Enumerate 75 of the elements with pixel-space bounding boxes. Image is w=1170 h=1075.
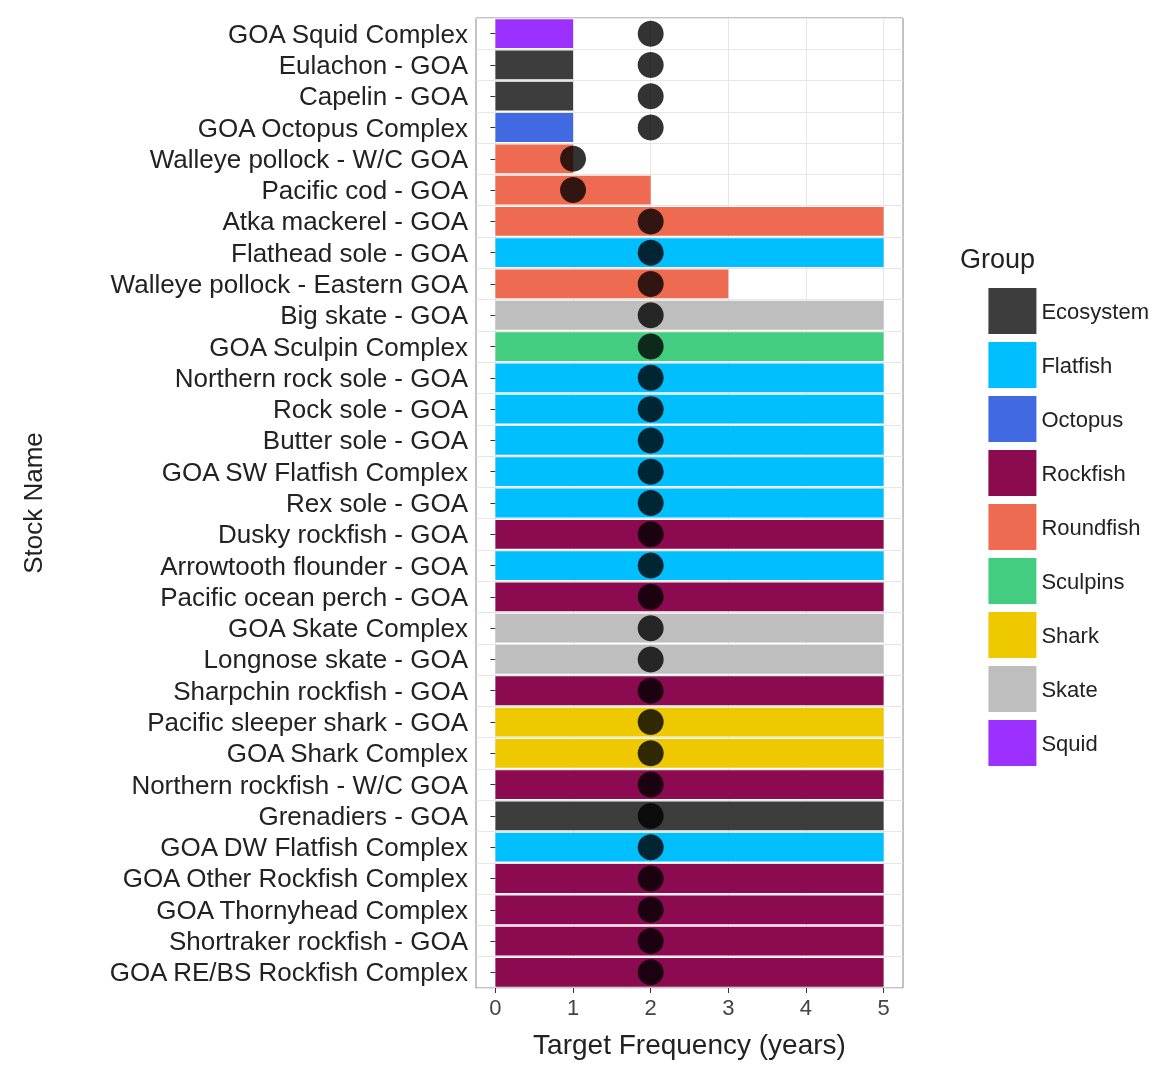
y-tick-label: Pacific cod - GOA xyxy=(261,175,469,206)
y-tick-label: Walleye pollock - W/C GOA xyxy=(149,143,469,174)
x-axis-title: Target Frequency (years) xyxy=(533,1028,846,1060)
y-tick-label: Shortraker rockfish - GOA xyxy=(168,926,469,957)
y-tick-label: GOA Shark Complex xyxy=(226,738,468,769)
y-tick-label: Butter sole - GOA xyxy=(262,425,469,456)
bar xyxy=(495,457,884,487)
y-tick-label: Atka mackerel - GOA xyxy=(222,206,469,237)
y-tick-label: Walleye pollock - Eastern GOA xyxy=(110,268,469,299)
bar xyxy=(495,19,574,49)
y-tick-label: GOA Octopus Complex xyxy=(197,112,468,143)
bar xyxy=(495,707,884,737)
x-tick-label: 5 xyxy=(877,994,890,1020)
y-tick-label: Pacific ocean perch - GOA xyxy=(160,581,469,612)
bar xyxy=(495,332,884,361)
legend-label: Ecosystem xyxy=(1041,298,1150,324)
legend-label: Flatfish xyxy=(1041,352,1113,378)
legend-label: Shark xyxy=(1041,622,1100,648)
y-tick-label: GOA Other Rockfish Complex xyxy=(122,863,468,894)
y-axis-title: Stock Name xyxy=(18,432,48,574)
y-tick-label: GOA Squid Complex xyxy=(228,18,468,49)
bar xyxy=(495,488,884,518)
bar xyxy=(495,613,884,643)
bar xyxy=(495,770,884,800)
bar xyxy=(495,645,884,674)
legend-label: Rockfish xyxy=(1041,460,1126,486)
y-tick-label: GOA Thornyhead Complex xyxy=(156,894,468,925)
bar xyxy=(495,394,884,424)
y-tick-label: Pacific sleeper shark - GOA xyxy=(147,707,469,738)
y-tick-label: Rex sole - GOA xyxy=(285,488,469,518)
legend-label: Skate xyxy=(1041,676,1098,702)
legend-label: Sculpins xyxy=(1041,568,1125,594)
legend-label: Roundfish xyxy=(1041,514,1141,540)
legend-label: Squid xyxy=(1041,730,1098,756)
y-tick-label: Northern rock sole - GOA xyxy=(174,362,469,393)
bar xyxy=(495,582,884,612)
bar xyxy=(495,926,884,956)
bar xyxy=(495,519,884,549)
x-tick-label: 2 xyxy=(644,994,657,1020)
y-tick-label: Capelin - GOA xyxy=(298,81,469,112)
bar xyxy=(495,895,884,925)
bar xyxy=(495,300,884,330)
bar xyxy=(495,363,884,393)
bar xyxy=(495,738,884,768)
bar xyxy=(495,676,884,706)
legend-label: Octopus xyxy=(1041,406,1124,432)
y-tick-label: GOA DW Flatfish Complex xyxy=(160,832,468,863)
bar xyxy=(495,864,884,893)
y-tick-label: Rock sole - GOA xyxy=(272,394,469,425)
bar xyxy=(495,832,884,862)
y-tick-label: Arrowtooth flounder - GOA xyxy=(160,550,469,581)
x-tick-label: 3 xyxy=(722,994,735,1020)
y-tick-label: Eulachon - GOA xyxy=(278,49,469,80)
x-tick-label: 0 xyxy=(489,994,502,1020)
y-tick-label: Flathead sole - GOA xyxy=(231,237,469,268)
y-tick-label: Sharpchin rockfish - GOA xyxy=(173,675,469,706)
y-tick-label: GOA SW Flatfish Complex xyxy=(161,456,468,487)
y-tick-label: GOA RE/BS Rockfish Complex xyxy=(109,957,468,988)
y-tick-label: Grenadiers - GOA xyxy=(258,800,469,831)
y-tick-label: Northern rockfish - W/C GOA xyxy=(131,769,469,800)
bar xyxy=(495,551,884,580)
bar xyxy=(495,206,884,236)
bar xyxy=(495,269,729,299)
y-tick-label: Dusky rockfish - GOA xyxy=(218,519,469,550)
bar xyxy=(495,113,574,142)
bar xyxy=(495,957,884,987)
bar xyxy=(495,426,884,455)
bar xyxy=(495,238,884,268)
y-tick-label: GOA Sculpin Complex xyxy=(209,331,468,362)
x-tick-label: 1 xyxy=(566,994,580,1020)
legend-title: Group xyxy=(959,243,1036,274)
x-tick-label: 4 xyxy=(799,994,813,1020)
y-tick-label: Longnose skate - GOA xyxy=(203,644,469,675)
y-tick-label: GOA Skate Complex xyxy=(228,613,468,644)
y-tick-label: Big skate - GOA xyxy=(280,300,469,331)
